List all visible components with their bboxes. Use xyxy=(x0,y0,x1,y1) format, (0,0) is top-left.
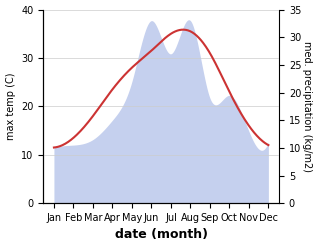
Y-axis label: max temp (C): max temp (C) xyxy=(5,73,16,140)
Y-axis label: med. precipitation (kg/m2): med. precipitation (kg/m2) xyxy=(302,41,313,172)
X-axis label: date (month): date (month) xyxy=(115,228,208,242)
